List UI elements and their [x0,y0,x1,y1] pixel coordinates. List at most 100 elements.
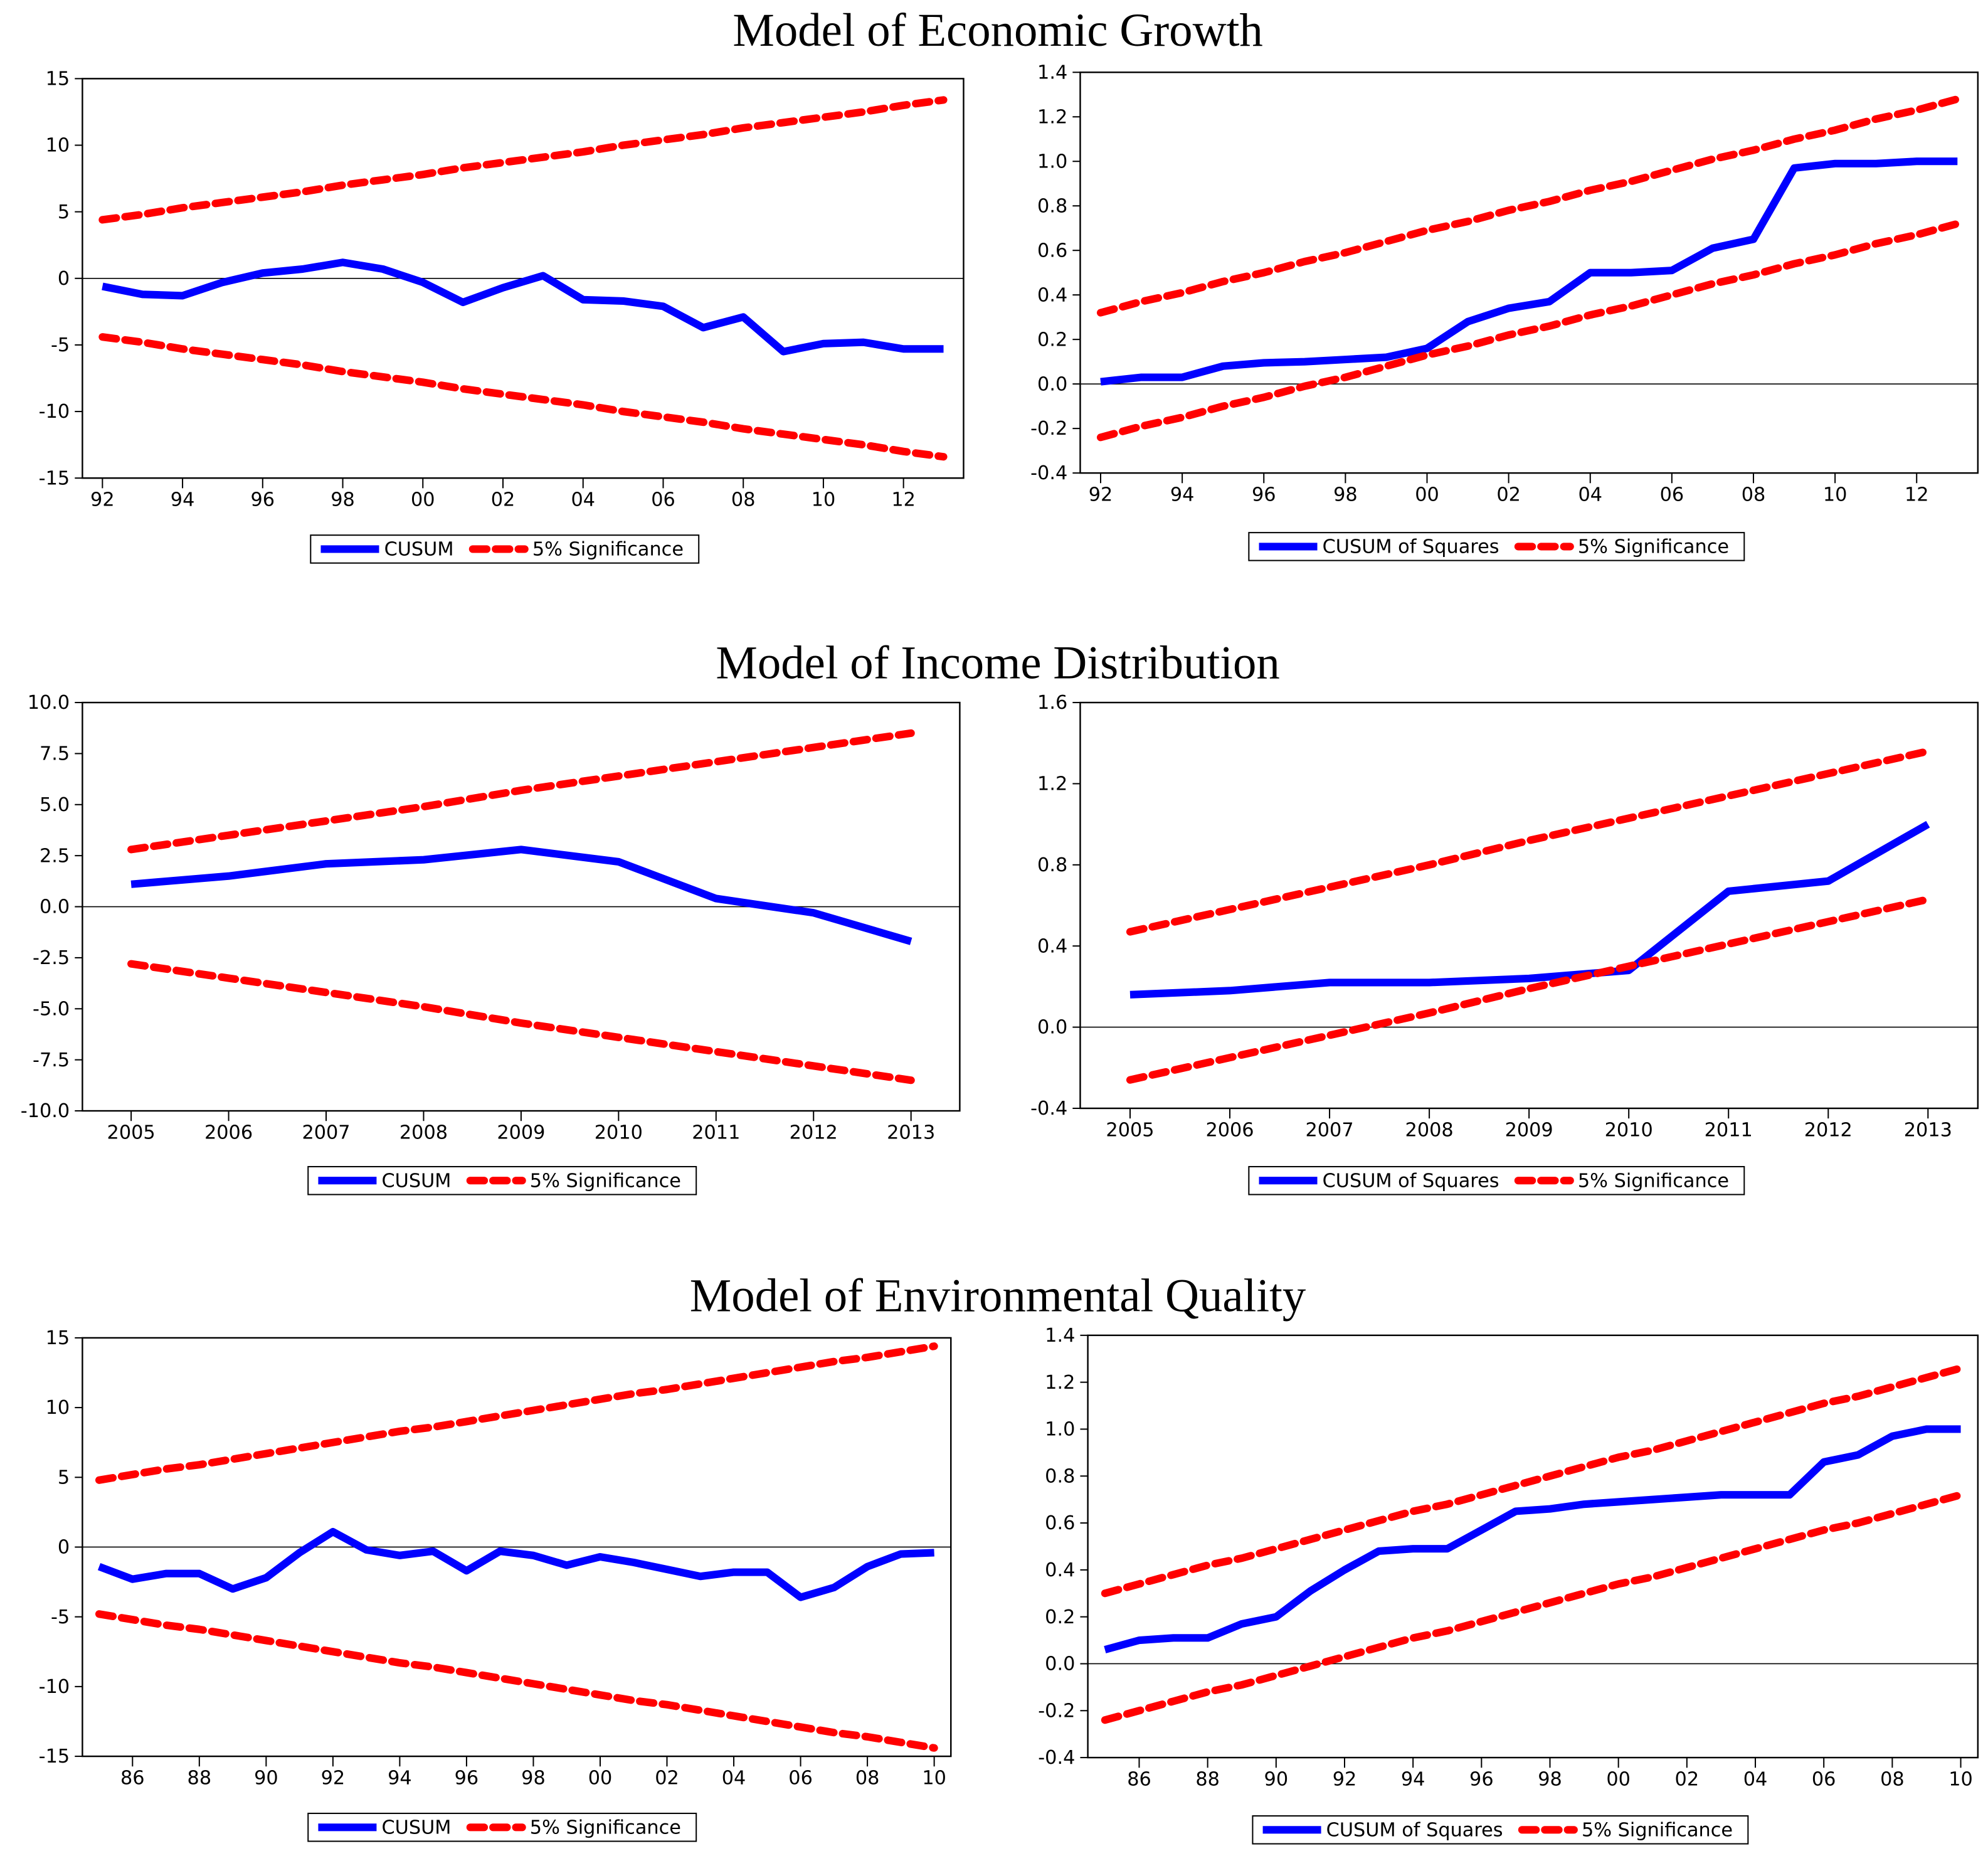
legend-label: CUSUM [382,1816,452,1838]
x-tick-label: 00 [1415,484,1439,506]
y-tick-label: 15 [46,1327,70,1349]
x-tick-label: 08 [1742,484,1766,506]
x-tick-label: 98 [330,489,355,511]
significance-lower [1126,895,1932,1084]
significance-lower [98,333,948,461]
x-tick-label: 2006 [204,1122,253,1144]
x-tick-label: 10 [1948,1769,1973,1791]
x-tick-label: 2010 [1605,1119,1653,1141]
legend-label: CUSUM of Squares [1326,1819,1503,1841]
y-tick-label: -10.0 [21,1100,70,1122]
x-tick-label: 94 [1170,484,1195,506]
section-title: Model of Economic Growth [732,4,1262,56]
y-tick-label: 1.4 [1037,61,1067,83]
legend-label: CUSUM of Squares [1323,1170,1499,1192]
cusum-line [1100,157,1958,386]
x-tick-label: 98 [521,1768,546,1790]
chart: 15 10 5 0 -5 -10 -15 86 88 90 92 94 96 98 00 02 04 06 08 10… [39,1327,952,1842]
y-tick-label: 0.4 [1045,1559,1075,1581]
x-tick-label: 2011 [692,1122,740,1144]
significance-lower [1096,220,1962,442]
x-tick-label: 92 [90,489,115,511]
y-tick-label: 0.6 [1045,1512,1075,1534]
x-tick-label: 12 [891,489,916,511]
x-tick-label: 2012 [1804,1119,1853,1141]
y-tick-label: 1.6 [1037,692,1067,714]
cusum-line [130,846,912,945]
y-tick-label: -0.2 [1038,1700,1075,1722]
legend-label: CUSUM of Squares [1323,536,1499,558]
cusum-line [102,258,944,356]
y-tick-label: -15 [39,467,70,489]
x-tick-label: 88 [1195,1769,1220,1791]
x-tick-label: 10 [812,489,836,511]
x-tick-label: 06 [788,1768,813,1790]
x-tick-label: 02 [491,489,516,511]
x-tick-label: 92 [1333,1769,1357,1791]
x-tick-label: 00 [1606,1769,1631,1791]
y-tick-label: 15 [46,68,70,90]
legend: CUSUM of Squares 5% Significance [1248,1165,1745,1196]
y-tick-label: 10.0 [28,692,70,714]
y-tick-label: 5 [58,1466,70,1488]
legend-label: 5% Significance [1578,1170,1729,1192]
y-tick-label: -5 [51,1606,70,1628]
x-tick-label: 96 [455,1768,479,1790]
x-tick-label: 2013 [887,1122,935,1144]
x-tick-label: 06 [1660,484,1684,506]
plot-frame [82,78,965,479]
y-tick-label: -10 [39,1676,70,1698]
x-tick-label: 2013 [1904,1119,1952,1141]
legend: CUSUM 5% Significance [310,534,700,564]
y-tick-label: 0 [58,1537,70,1559]
legend: CUSUM of Squares 5% Significance [1248,532,1745,561]
x-tick-label: 10 [1823,484,1848,506]
y-tick-label: 1.2 [1045,1372,1075,1394]
x-tick-label: 98 [1333,484,1358,506]
chart: 1.4 1.2 1.0 0.8 0.6 0.4 0.2 0.0 -0.2 -0.4 86 88 90 92… [1038,1325,1979,1845]
x-tick-label: 96 [1469,1769,1494,1791]
plot-frame [82,701,961,1112]
y-tick-label: -0.2 [1030,418,1067,440]
plot-frame [1079,701,1979,1110]
y-tick-label: 7.5 [40,743,70,765]
y-tick-label: -0.4 [1030,462,1067,484]
x-tick-label: 2009 [497,1122,545,1144]
cusum-line [97,1527,934,1601]
x-tick-label: 94 [388,1768,412,1790]
section-title: Model of Income Distribution [716,637,1280,689]
y-tick-label: 0.8 [1037,195,1067,217]
x-tick-label: 08 [855,1768,880,1790]
chart: 10.0 7.5 5.0 2.5 0.0 -2.5 -5.0 -7.5 -10.0 2005 200… [21,692,961,1196]
x-tick-label: 90 [254,1768,278,1790]
significance-lower [95,1610,938,1752]
x-tick-label: 2009 [1505,1119,1553,1141]
legend-label: 5% Significance [1578,536,1729,558]
y-tick-label: 0.8 [1037,854,1067,876]
cusum-line [1129,820,1930,999]
x-tick-label: 88 [188,1768,212,1790]
y-tick-label: -5.0 [33,998,70,1020]
significance-upper [1101,1364,1965,1598]
x-tick-label: 02 [1675,1769,1700,1791]
y-tick-label: 5.0 [40,794,70,816]
x-tick-label: 02 [655,1768,679,1790]
legend-label: 5% Significance [1582,1819,1733,1841]
x-tick-label: 10 [922,1768,946,1790]
y-tick-label: 5 [58,201,70,223]
y-tick-label: 0.8 [1045,1465,1075,1487]
x-tick-label: 12 [1905,484,1929,506]
legend-frame [1248,532,1745,561]
x-tick-label: 98 [1538,1769,1562,1791]
x-tick-label: 2012 [790,1122,838,1144]
legend-label: 5% Significance [532,539,684,561]
y-tick-label: 0.4 [1037,935,1067,957]
y-tick-label: 0 [58,268,70,290]
x-tick-label: 04 [1578,484,1602,506]
significance-upper [98,96,948,224]
chart: 1.6 1.2 0.8 0.4 0.0 -0.4 2005 2006 2007 2008 2009 2… [1030,692,1979,1196]
y-tick-label: -2.5 [33,947,70,969]
y-tick-label: 0.2 [1037,329,1067,351]
x-tick-label: 08 [731,489,756,511]
